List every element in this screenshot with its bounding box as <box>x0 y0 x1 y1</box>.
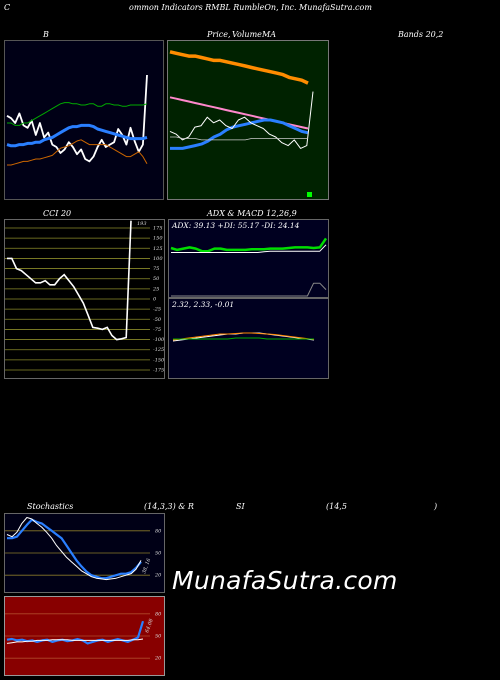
stoch-params: (14,3,3) & R <box>144 502 194 511</box>
cci-title: CCI 20 <box>43 209 72 218</box>
stoch-tick-label: 80 <box>155 528 162 534</box>
cci-tick-label: 25 <box>152 286 159 292</box>
price-series-3 <box>169 91 314 149</box>
macd-readout: 2.32, 2.33, -0.01 <box>172 300 235 309</box>
cci-tick-label: 0 <box>153 297 157 303</box>
rsi-tick-label: 50 <box>155 634 162 640</box>
price-ma-chart <box>167 40 329 200</box>
adx-series-0 <box>170 237 328 253</box>
macd-series-1 <box>172 332 315 341</box>
stochastics-chart: 80 50 20 38, 16 <box>4 513 165 593</box>
stoch-tick-label: 50 <box>155 551 162 557</box>
rsi-params: (14,5 <box>326 502 347 511</box>
macd-series-2 <box>173 337 314 340</box>
adx-chart: ADX: 39.13 +DI: 55.17 -DI: 24.14 <box>168 219 329 298</box>
price-series-4 <box>170 136 308 141</box>
macd-chart: 2.32, 2.33, -0.01 <box>168 298 329 379</box>
stoch-value-label: 38, 16 <box>141 557 152 575</box>
bands-title: Bands 20,2 <box>398 30 444 39</box>
cci-tick-label: -100 <box>153 337 164 343</box>
stoch-series-0 <box>7 518 142 580</box>
price-series-0 <box>169 50 309 85</box>
volume-title: Volume <box>232 30 262 39</box>
bollinger-chart <box>4 40 164 200</box>
cci-tick-label: 150 <box>153 236 163 242</box>
cci-tick-label: 125 <box>153 246 163 252</box>
rsi-tick-label: 80 <box>155 611 162 617</box>
price-series-2 <box>170 118 309 150</box>
cci-line <box>7 220 132 341</box>
header-title: ommon Indicators RMBL RumbleOn, Inc. Mun… <box>129 3 372 12</box>
price-volume-marker <box>307 192 312 197</box>
bollinger-title: B <box>43 30 49 39</box>
adx-macd-title: ADX & MACD 12,26,9 <box>207 209 297 218</box>
cci-tick-label: 50 <box>153 276 160 282</box>
bollinger-series-0 <box>6 74 148 163</box>
bollinger-series-3 <box>7 139 148 166</box>
rsi-tick-label: 20 <box>154 656 162 662</box>
rsi-value-label: 64.08 <box>144 618 155 634</box>
stoch-title: Stochastics <box>27 502 74 511</box>
price-title: Price, <box>207 30 231 39</box>
adx-series-2 <box>171 282 327 297</box>
cci-tick-label: -25 <box>153 307 161 313</box>
cci-tick-label: -150 <box>153 357 164 363</box>
watermark: MunafaSutra.com <box>172 566 398 595</box>
stoch-tick-label: 20 <box>154 573 162 579</box>
cci-tick-label: -50 <box>153 317 162 323</box>
bollinger-series-2 <box>7 102 148 126</box>
stoch-series-1 <box>6 517 142 581</box>
cci-tick-label: -175 <box>153 368 164 374</box>
cci-tick-label: 175 <box>153 226 163 232</box>
bollinger-series-1 <box>6 123 148 148</box>
rsi-si: SI <box>236 502 245 511</box>
cci-tick-label: -75 <box>153 327 161 333</box>
adx-series-1 <box>171 244 327 253</box>
cci-last-label: 193 <box>137 221 147 227</box>
rsi-series-1 <box>6 638 144 644</box>
cci-chart: 175 150 125 100 75 50 25 0 -25 -50 -75 -100 -125 -150… <box>4 219 165 379</box>
header-c: C <box>4 3 11 12</box>
ma-title: MA <box>262 30 276 39</box>
cci-tick-label: 100 <box>153 256 163 262</box>
adx-readout: ADX: 39.13 +DI: 55.17 -DI: 24.14 <box>172 221 300 230</box>
rsi-close: ) <box>434 502 438 511</box>
rsi-chart: 80 50 20 64.08 <box>4 596 165 676</box>
cci-tick-label: 75 <box>153 266 159 272</box>
cci-tick-label: -125 <box>153 347 164 353</box>
